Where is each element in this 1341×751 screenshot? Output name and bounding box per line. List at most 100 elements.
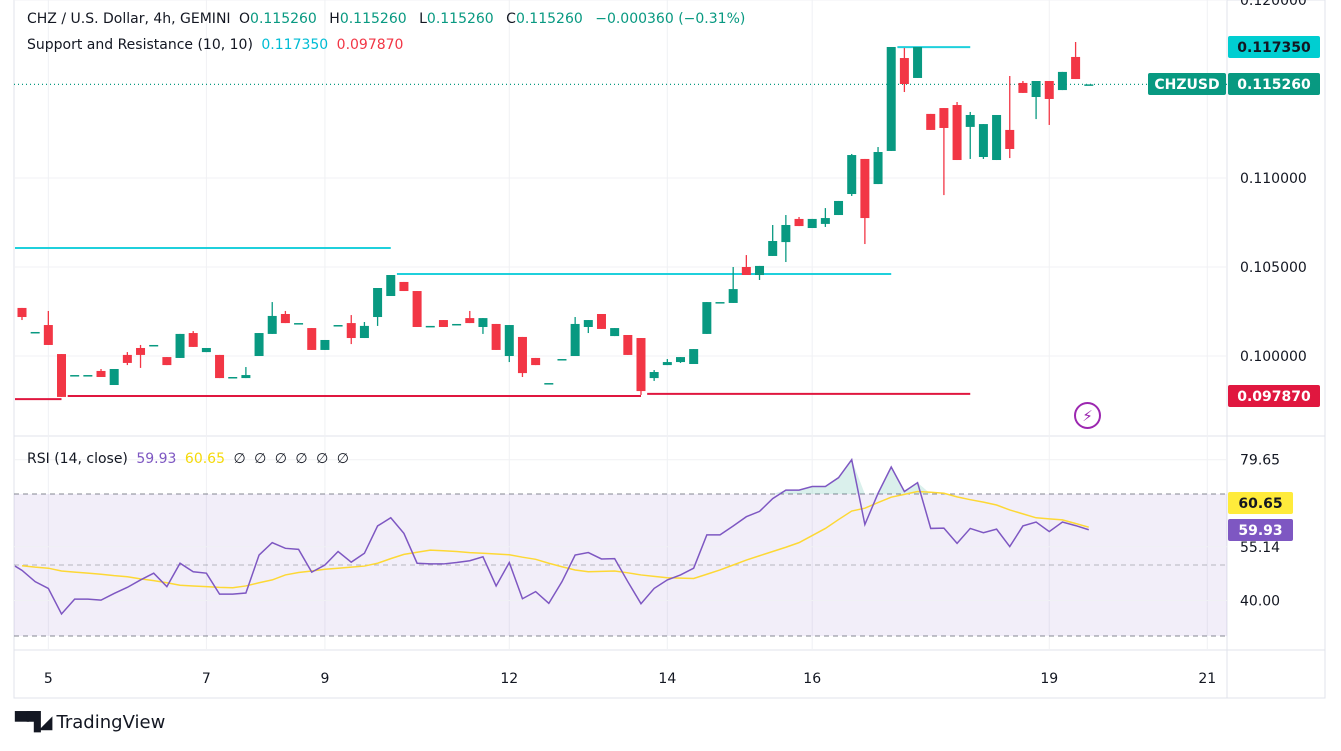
candle[interactable] — [175, 333, 185, 358]
rsi-name[interactable]: RSI (14, close) — [27, 451, 128, 467]
candle[interactable] — [570, 317, 580, 356]
candle[interactable] — [1071, 42, 1081, 80]
candle[interactable] — [649, 370, 659, 381]
candle[interactable] — [781, 215, 791, 263]
last-price-badge[interactable]: 0.115260 — [1228, 73, 1320, 95]
candle[interactable] — [57, 354, 67, 397]
candle[interactable] — [623, 334, 633, 355]
candle[interactable] — [30, 331, 40, 334]
candle[interactable] — [43, 310, 53, 345]
candle[interactable] — [83, 375, 93, 377]
candle[interactable] — [689, 349, 699, 365]
candle[interactable] — [452, 323, 462, 326]
candle[interactable] — [860, 158, 870, 245]
candle[interactable] — [768, 224, 778, 256]
candle[interactable] — [241, 367, 251, 379]
candle[interactable] — [215, 354, 225, 379]
candle[interactable] — [109, 368, 119, 386]
candle[interactable] — [201, 347, 211, 353]
candle[interactable] — [531, 357, 541, 366]
candle[interactable] — [162, 357, 172, 366]
support-price-badge[interactable]: 0.097870 — [1228, 385, 1320, 407]
candle[interactable] — [228, 377, 238, 379]
candle[interactable] — [873, 147, 883, 185]
candle[interactable] — [294, 323, 304, 325]
candle[interactable] — [702, 302, 712, 334]
candle[interactable] — [992, 114, 1002, 161]
candle[interactable] — [267, 302, 277, 334]
indicator-name[interactable]: Support and Resistance (10, 10) — [27, 37, 253, 53]
candle[interactable] — [478, 318, 488, 334]
candle[interactable] — [188, 331, 198, 347]
candle[interactable] — [122, 352, 132, 366]
candle[interactable] — [504, 325, 514, 363]
rsi-ma-badge[interactable]: 60.65 — [1228, 492, 1293, 514]
candle[interactable] — [359, 322, 369, 339]
candle[interactable] — [899, 48, 909, 93]
candle[interactable] — [926, 113, 936, 130]
candle[interactable] — [17, 307, 27, 321]
candle[interactable] — [149, 344, 159, 347]
candle[interactable] — [1057, 71, 1067, 91]
candle[interactable] — [807, 218, 817, 229]
candle[interactable] — [952, 101, 962, 161]
candle[interactable] — [715, 302, 725, 304]
candle[interactable] — [386, 275, 396, 297]
candle[interactable] — [939, 108, 949, 196]
candle[interactable] — [438, 320, 448, 327]
candle-body — [43, 325, 53, 345]
candle[interactable] — [978, 124, 988, 159]
candle-body — [57, 354, 67, 397]
candle[interactable] — [70, 375, 80, 377]
candle[interactable] — [755, 265, 765, 280]
candle-body — [109, 368, 119, 386]
candle[interactable] — [320, 339, 330, 350]
candle[interactable] — [886, 46, 896, 151]
candle[interactable] — [662, 359, 672, 366]
candle[interactable] — [517, 336, 527, 378]
candle[interactable] — [399, 281, 409, 292]
candle[interactable] — [544, 383, 554, 385]
candle[interactable] — [728, 267, 738, 303]
support-price-badge-bg — [1228, 385, 1320, 407]
candle[interactable] — [491, 323, 501, 350]
candle-body — [241, 375, 251, 379]
candle[interactable] — [96, 368, 106, 378]
candle[interactable] — [425, 325, 435, 328]
tradingview-logo[interactable]: ▀▜◢ TradingView — [15, 712, 165, 733]
candle[interactable] — [373, 288, 383, 326]
candle[interactable] — [636, 338, 646, 395]
rsi-badge[interactable]: 59.93 — [1228, 519, 1293, 541]
candle[interactable] — [346, 315, 356, 345]
candle[interactable] — [847, 153, 857, 196]
candle[interactable] — [583, 320, 593, 334]
candle[interactable] — [913, 46, 923, 78]
candle[interactable] — [1044, 80, 1054, 125]
candle[interactable] — [1018, 80, 1028, 93]
candle[interactable] — [557, 359, 567, 361]
candle[interactable] — [1005, 76, 1015, 159]
lightning-icon[interactable]: ⚡ — [1074, 402, 1101, 429]
candle[interactable] — [465, 310, 475, 324]
candle[interactable] — [596, 313, 606, 329]
candle[interactable] — [965, 111, 975, 159]
resistance-price-badge[interactable]: 0.117350 — [1228, 36, 1320, 58]
time-axis-label: 19 — [1040, 671, 1058, 687]
candle[interactable] — [741, 255, 751, 276]
candle[interactable] — [254, 333, 264, 356]
symbol-title[interactable]: CHZ / U.S. Dollar, 4h, GEMINI — [27, 11, 231, 27]
candle[interactable] — [1084, 84, 1094, 86]
candle[interactable] — [333, 325, 343, 327]
candle[interactable] — [794, 216, 804, 227]
candle[interactable] — [412, 291, 422, 327]
symbol-badge[interactable]: CHZUSD — [1148, 73, 1226, 95]
candle[interactable] — [676, 357, 685, 363]
candle[interactable] — [307, 328, 317, 350]
candle[interactable] — [820, 208, 830, 227]
candle[interactable] — [610, 328, 620, 337]
candle[interactable] — [834, 200, 844, 216]
candle[interactable] — [136, 344, 146, 368]
candle[interactable] — [280, 310, 290, 324]
candle[interactable] — [1031, 80, 1041, 120]
